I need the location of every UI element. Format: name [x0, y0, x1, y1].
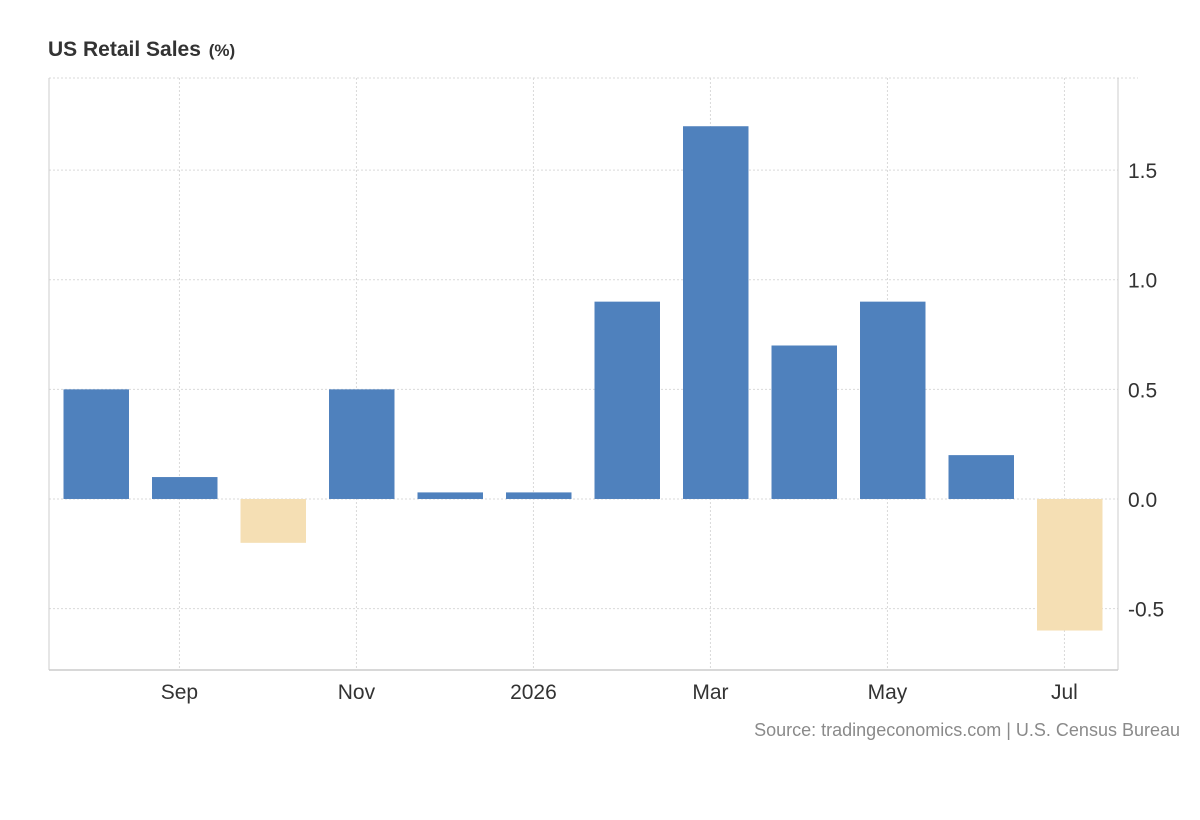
- x-tick-label: Jul: [1051, 681, 1078, 704]
- chart-title-text: US Retail Sales: [48, 38, 201, 61]
- x-tick-label: Mar: [692, 681, 728, 704]
- y-tick-label: 0.0: [1128, 489, 1157, 512]
- x-tick-label: Sep: [161, 681, 198, 704]
- bar-2026-03: [683, 126, 749, 499]
- y-tick-label: 1.0: [1128, 270, 1157, 293]
- bar-2026-05: [860, 301, 926, 499]
- bar-layer: [63, 126, 1103, 631]
- bar-2025-12: [417, 492, 483, 499]
- axis-layer: [48, 78, 1119, 671]
- x-tick-label: May: [868, 681, 908, 704]
- bar-2026-01: [506, 492, 572, 499]
- bar-2025-10: [240, 498, 306, 543]
- grid-layer: [49, 77, 1138, 670]
- chart-title-unit: (%): [208, 41, 236, 60]
- bar-2026-06: [948, 455, 1014, 499]
- bar-2026-02: [594, 301, 660, 499]
- source-note: Source: tradingeconomics.com | U.S. Cens…: [754, 720, 1180, 740]
- y-tick-label: 0.5: [1128, 379, 1157, 402]
- y-tick-label: -0.5: [1128, 599, 1164, 622]
- tick-label-layer: -0.5 0.0 0.5 1.0 1.5 Sep Nov 2026 Mar May Jul: [161, 160, 1164, 704]
- bar-2025-09: [152, 477, 218, 499]
- chart-title: US Retail Sales (%): [48, 38, 235, 62]
- x-tick-label: 2026: [510, 681, 557, 704]
- bar-2025-08: [63, 389, 129, 499]
- y-tick-label: 1.5: [1128, 160, 1157, 183]
- bar-2025-11: [329, 389, 395, 499]
- bar-2026-07: [1037, 498, 1103, 631]
- x-tick-label: Nov: [338, 681, 376, 704]
- bar-2026-04: [771, 345, 837, 499]
